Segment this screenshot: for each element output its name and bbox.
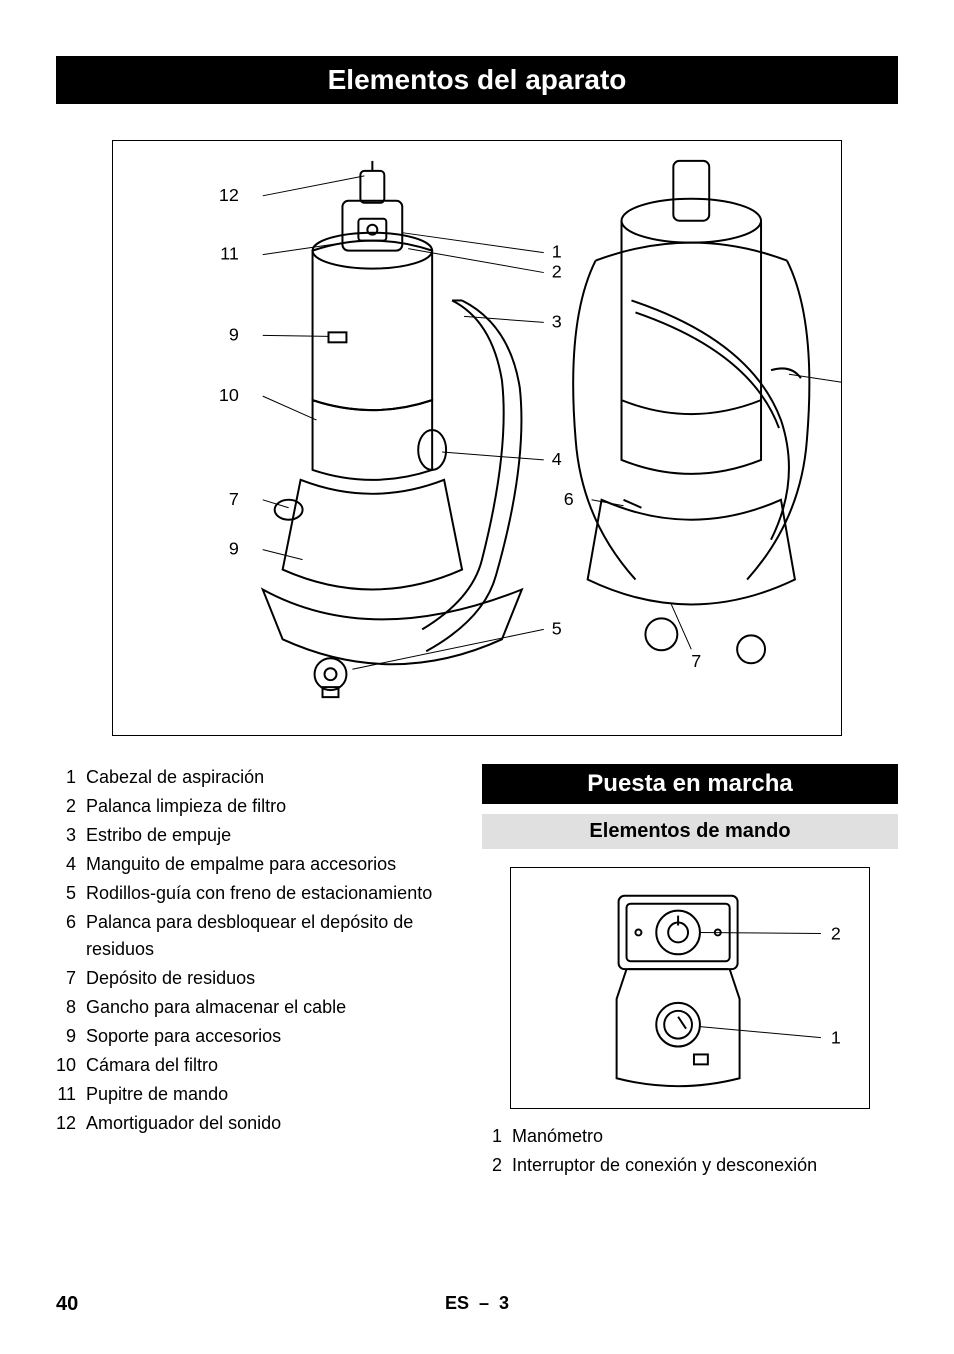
part-item: 7Depósito de residuos <box>56 965 458 992</box>
part-item: 12Amortiguador del sonido <box>56 1110 458 1137</box>
device-overview-svg: 12 11 9 10 7 9 1 2 3 4 5 6 8 7 <box>113 141 841 735</box>
part-item: 4Manguito de empalme para accesorios <box>56 851 458 878</box>
part-item: 11Pupitre de mando <box>56 1081 458 1108</box>
part-item: 3Estribo de empuje <box>56 822 458 849</box>
part-item: 1Cabezal de aspiración <box>56 764 458 791</box>
svg-text:1: 1 <box>831 1028 841 1048</box>
svg-text:9: 9 <box>229 324 239 344</box>
diagram-device-overview: 12 11 9 10 7 9 1 2 3 4 5 6 8 7 <box>112 140 842 736</box>
svg-text:9: 9 <box>229 539 239 559</box>
svg-text:12: 12 <box>219 185 239 205</box>
page-footer: 40 ES – 3 <box>56 1293 898 1314</box>
svg-text:1: 1 <box>552 242 562 262</box>
svg-text:2: 2 <box>831 923 841 943</box>
parts-list-main: 1Cabezal de aspiración 2Palanca limpieza… <box>56 764 458 1137</box>
part-item: 9Soporte para accesorios <box>56 1023 458 1050</box>
svg-text:5: 5 <box>552 618 562 638</box>
part-item: 1Manómetro <box>482 1123 898 1150</box>
svg-text:2: 2 <box>552 262 562 282</box>
part-item: 8Gancho para almacenar el cable <box>56 994 458 1021</box>
heading-main: Elementos del aparato <box>56 56 898 104</box>
diagram-control-panel: 2 1 <box>510 867 870 1109</box>
svg-text:4: 4 <box>552 449 562 469</box>
svg-text:11: 11 <box>220 244 239 264</box>
part-item: 10Cámara del filtro <box>56 1052 458 1079</box>
part-item: 5Rodillos-guía con freno de estacionamie… <box>56 880 458 907</box>
page-number-left: 40 <box>56 1293 78 1316</box>
part-item: 2Interruptor de conexión y desconexión <box>482 1152 898 1179</box>
svg-text:7: 7 <box>229 489 239 509</box>
svg-text:10: 10 <box>219 385 239 405</box>
svg-text:3: 3 <box>552 311 562 331</box>
svg-text:7: 7 <box>691 651 701 671</box>
heading-section: Puesta en marcha <box>482 764 898 804</box>
parts-list-controls: 1Manómetro 2Interruptor de conexión y de… <box>482 1123 898 1179</box>
svg-text:6: 6 <box>564 489 574 509</box>
heading-subsection: Elementos de mando <box>482 814 898 849</box>
control-panel-svg: 2 1 <box>511 868 869 1108</box>
part-item: 2Palanca limpieza de filtro <box>56 793 458 820</box>
part-item: 6Palanca para desbloquear el depósito de… <box>56 909 458 963</box>
page-lang-indicator: ES – 3 <box>445 1293 509 1314</box>
